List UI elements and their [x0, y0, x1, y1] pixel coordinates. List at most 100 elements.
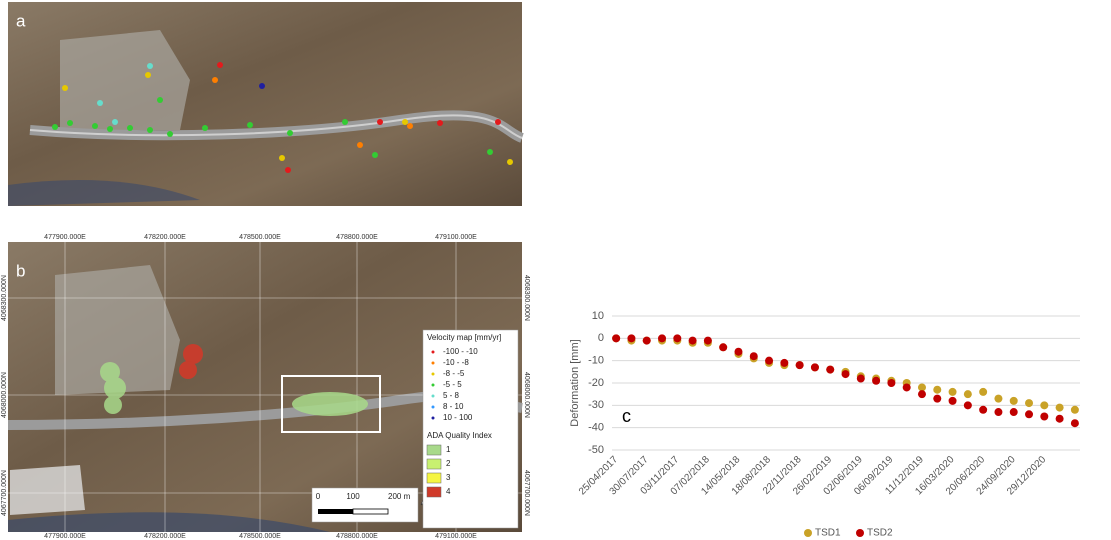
- easting-label: 477900.000E: [44, 533, 86, 540]
- legend-marker: [856, 529, 864, 537]
- data-point: [811, 363, 819, 371]
- data-point: [689, 337, 697, 345]
- panel-label: c: [622, 406, 631, 426]
- legend-swatch: [432, 373, 435, 376]
- legend-marker: [804, 529, 812, 537]
- easting-label: 479100.000E: [435, 533, 477, 540]
- data-point: [627, 334, 635, 342]
- easting-label: 478200.000E: [144, 533, 186, 540]
- data-point: [780, 359, 788, 367]
- data-point: [949, 397, 957, 405]
- legend-label: 10 - 100: [443, 413, 473, 422]
- data-point: [1056, 415, 1064, 423]
- legend-swatch: [432, 384, 435, 387]
- data-point: [964, 401, 972, 409]
- data-point: [1056, 404, 1064, 412]
- y-tick-label: -10: [588, 355, 604, 367]
- panel-label: a: [16, 11, 26, 30]
- legend-label: TSD2: [867, 528, 893, 539]
- legend-label: 2: [446, 459, 451, 468]
- data-point: [704, 337, 712, 345]
- data-point: [842, 370, 850, 378]
- data-point: [949, 388, 957, 396]
- y-tick-label: 0: [598, 332, 604, 344]
- y-tick-label: -40: [588, 422, 604, 434]
- easting-label: 477900.000E: [44, 234, 86, 241]
- legend-swatch: [432, 351, 435, 354]
- legend-label: TSD1: [815, 528, 841, 539]
- data-point: [796, 361, 804, 369]
- data-point: [1071, 406, 1079, 414]
- data-point: [872, 377, 880, 385]
- easting-label: 478200.000E: [144, 234, 186, 241]
- data-point: [673, 334, 681, 342]
- page: a b 477900.000E 477900.000E 478200.000E 478…: [0, 0, 1111, 540]
- scale-label: 100: [346, 492, 360, 501]
- data-point: [750, 352, 758, 360]
- legend-swatch: [427, 487, 441, 497]
- y-tick-label: -30: [588, 399, 604, 411]
- legend-swatch: [432, 395, 435, 398]
- data-point: [1040, 401, 1048, 409]
- legend-label: 4: [446, 487, 451, 496]
- northing-label: 4068300.000N: [523, 275, 530, 321]
- scale-label: 0: [316, 492, 321, 501]
- panel-label: b: [16, 261, 25, 280]
- legend-swatch: [427, 459, 441, 469]
- figure: a b 477900.000E 477900.000E 478200.000E 478…: [0, 0, 1111, 540]
- data-point: [765, 357, 773, 365]
- easting-label: 478500.000E: [239, 533, 281, 540]
- data-point: [857, 375, 865, 383]
- data-point: [1025, 410, 1033, 418]
- data-point: [1010, 408, 1018, 416]
- legend-swatch: [427, 445, 441, 455]
- data-point: [933, 395, 941, 403]
- scale-label: 200 m: [388, 492, 411, 501]
- data-point: [994, 395, 1002, 403]
- northing-label: 4068300.000N: [1, 275, 8, 321]
- easting-label: 478800.000E: [336, 234, 378, 241]
- legend-title: ADA Quality Index: [427, 431, 492, 440]
- northing-label: 4068000.000N: [523, 372, 530, 418]
- data-point: [903, 383, 911, 391]
- legend-label: -8 - -5: [443, 369, 465, 378]
- data-point: [612, 334, 620, 342]
- legend-label: -100 - -10: [443, 347, 478, 356]
- legend-label: 8 - 10: [443, 402, 464, 411]
- data-point: [643, 337, 651, 345]
- data-point: [719, 343, 727, 351]
- data-point: [1010, 397, 1018, 405]
- legend-title: Velocity map [mm/yr]: [427, 333, 501, 342]
- data-point: [979, 388, 987, 396]
- legend-label: -10 - -8: [443, 358, 469, 367]
- data-point: [734, 348, 742, 356]
- y-tick-label: 10: [592, 310, 604, 322]
- data-point: [658, 334, 666, 342]
- data-point: [964, 390, 972, 398]
- northing-label: 4068000.000N: [1, 372, 8, 418]
- data-point: [1071, 419, 1079, 427]
- northing-label: 4067700.000N: [1, 470, 8, 516]
- data-point: [826, 366, 834, 374]
- easting-label: 478500.000E: [239, 234, 281, 241]
- legend-label: 3: [446, 473, 451, 482]
- legend-swatch: [432, 362, 435, 365]
- data-point: [933, 386, 941, 394]
- y-tick-label: -20: [588, 377, 604, 389]
- easting-label: 478800.000E: [336, 533, 378, 540]
- y-axis-label: Deformation [mm]: [569, 339, 581, 426]
- legend-label: 1: [446, 445, 451, 454]
- data-point: [979, 406, 987, 414]
- legend-label: 5 - 8: [443, 391, 460, 400]
- data-point: [994, 408, 1002, 416]
- data-point: [1025, 399, 1033, 407]
- legend-label: -5 - 5: [443, 380, 462, 389]
- legend-swatch: [432, 406, 435, 409]
- y-tick-label: -50: [588, 444, 604, 456]
- data-point: [887, 379, 895, 387]
- northing-label: 4067700.000N: [523, 470, 530, 516]
- data-point: [1040, 413, 1048, 421]
- map-a: a: [8, 2, 522, 206]
- legend-swatch: [432, 417, 435, 420]
- legend-swatch: [427, 473, 441, 483]
